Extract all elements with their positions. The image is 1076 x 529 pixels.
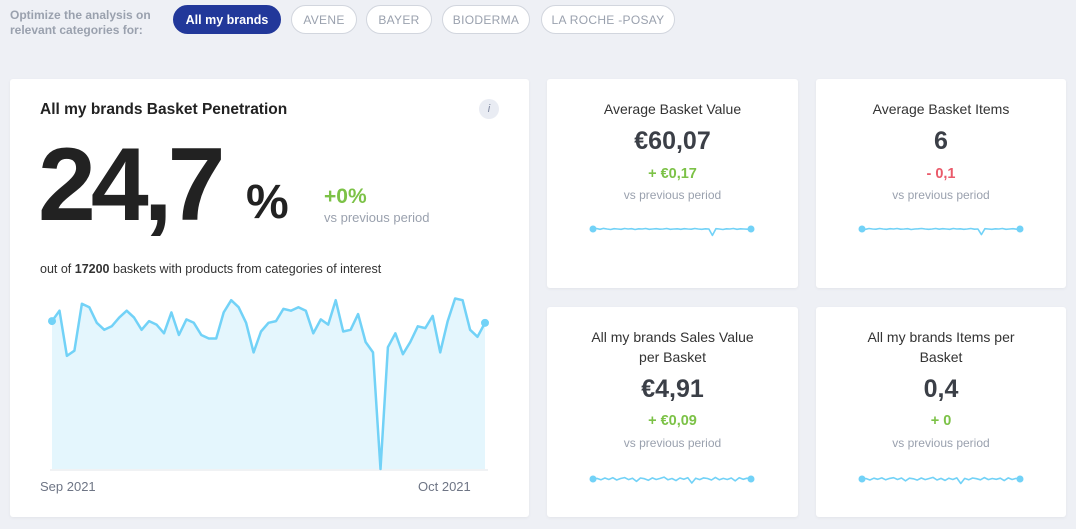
filter-chip-bioderma[interactable]: BIODERMA <box>442 5 530 34</box>
sparkline-line <box>861 476 1021 485</box>
sparkline-start-point <box>858 225 866 233</box>
basket-count: 17200 <box>74 262 110 276</box>
vs-previous-period: vs previous period <box>324 210 430 225</box>
sparkline-line <box>592 476 752 484</box>
kpi-value: €4,91 <box>641 375 704 403</box>
subline-suffix: baskets with products from categories of… <box>109 262 382 276</box>
filter-chip-bayer[interactable]: BAYER <box>366 5 432 34</box>
kpi-value: 0,4 <box>923 375 959 403</box>
filter-label: Optimize the analysis on relevant catego… <box>10 8 151 37</box>
x-axis-start-label: Sep 2021 <box>40 479 96 494</box>
sparkline-start-point <box>589 475 597 483</box>
penetration-delta: +0% <box>324 185 367 208</box>
sparkline-end-point <box>1016 475 1024 483</box>
chart-start-point <box>48 317 56 326</box>
kpi-title: All my brands Sales Value per Basket <box>591 329 754 365</box>
sparkline-line <box>592 227 752 237</box>
kpi-delta: + €0,09 <box>648 413 697 429</box>
kpi-delta: + €0,17 <box>648 166 697 182</box>
kpi-title: Average Basket Value <box>603 101 742 117</box>
subline-prefix: out of <box>40 262 75 276</box>
sparkline-start-point <box>589 225 597 233</box>
card-title: All my brands Basket Penetration <box>40 101 288 118</box>
sparkline-end-point <box>747 475 755 483</box>
kpi-vs: vs previous period <box>623 188 722 202</box>
kpi-delta: + 0 <box>930 413 952 429</box>
items-per-basket-card: All my brands Items per Basket 0,4 + 0 v… <box>816 307 1066 517</box>
sparkline-end-point <box>1016 225 1024 233</box>
kpi-vs: vs previous period <box>892 436 990 450</box>
filter-chip-la-roche-posay[interactable]: LA ROCHE -POSAY <box>541 5 675 34</box>
filter-chip-avene[interactable]: AVENE <box>291 5 357 34</box>
sparkline-end-point <box>747 225 755 233</box>
sparkline <box>858 475 1024 485</box>
x-axis-end-label: Oct 2021 <box>418 479 471 494</box>
kpi-delta: - 0,1 <box>926 166 956 182</box>
sales-value-per-basket-card: All my brands Sales Value per Basket €4,… <box>547 307 798 517</box>
penetration-value: 24,7 <box>38 127 225 243</box>
sparkline-start-point <box>858 475 866 483</box>
sparkline <box>858 225 1024 236</box>
kpi-value: 6 <box>934 127 948 155</box>
basket-count-subline: out of 17200 baskets with products from … <box>40 262 381 276</box>
average-basket-items-card: Average Basket Items 6 - 0,1 vs previous… <box>816 79 1066 288</box>
sparkline <box>589 225 755 237</box>
sparkline <box>589 475 755 484</box>
info-icon[interactable]: i <box>479 99 499 119</box>
chart-end-point <box>481 318 489 327</box>
filter-chip-all-my-brands[interactable]: All my brands <box>173 5 281 34</box>
basket-penetration-card: All my brands Basket Penetration i 24,7 … <box>10 79 529 517</box>
percent-unit: % <box>246 176 289 229</box>
kpi-vs: vs previous period <box>623 436 722 450</box>
kpi-title: All my brands Items per Basket <box>867 329 1015 365</box>
kpi-title: Average Basket Items <box>872 101 1010 117</box>
chart-line <box>50 297 487 471</box>
sparkline-line <box>861 227 1021 236</box>
average-basket-value-card: Average Basket Value €60,07 + €0,17 vs p… <box>547 79 798 288</box>
penetration-area-chart <box>48 297 489 471</box>
kpi-value: €60,07 <box>634 127 711 155</box>
kpi-vs: vs previous period <box>892 188 990 202</box>
